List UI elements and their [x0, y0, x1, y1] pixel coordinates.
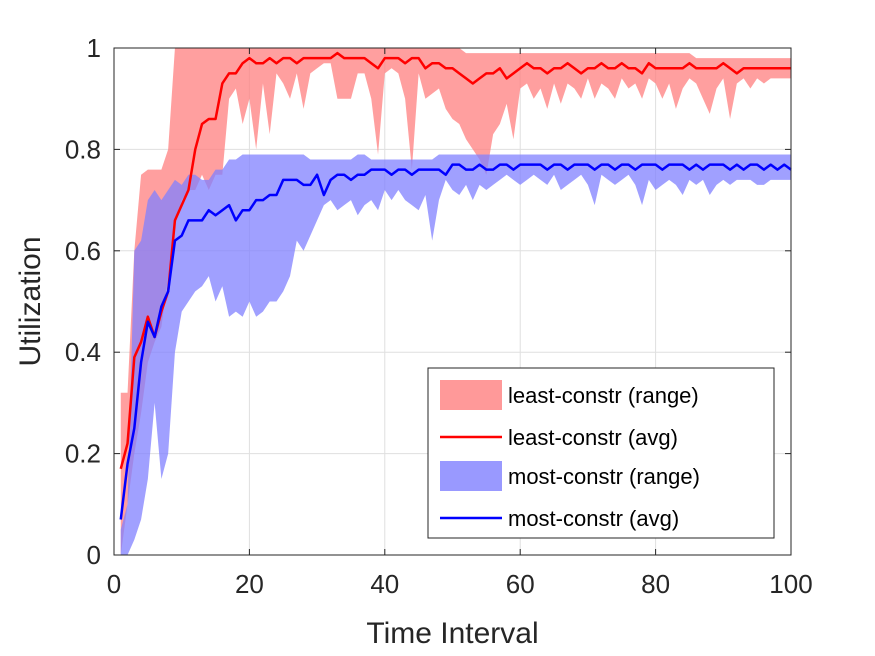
y-tick-label: 0.2 — [65, 439, 101, 469]
y-tick-label: 1 — [87, 33, 101, 63]
plot-frame — [113, 47, 792, 556]
band-least-constr-range — [120, 48, 791, 555]
legend-label-least-range: least-constr (range) — [508, 383, 699, 408]
y-tick-label: 0.8 — [65, 134, 101, 164]
legend-swatch-most-range — [440, 461, 502, 491]
legend: least-constr (range) least-constr (avg) … — [427, 367, 775, 539]
range-bands — [120, 48, 791, 555]
legend-label-most-avg: most-constr (avg) — [508, 506, 679, 531]
x-tick-label: 80 — [641, 569, 670, 599]
x-tick-label: 100 — [769, 569, 812, 599]
line-least-constr-avg — [119, 51, 791, 470]
legend-label-least-avg: least-constr (avg) — [508, 425, 678, 450]
x-axis-title: Time Interval — [366, 617, 538, 650]
legend-swatch-least-range — [440, 380, 502, 410]
x-tick-label: 60 — [506, 569, 535, 599]
y-tick-label: 0 — [87, 540, 101, 570]
y-tick-label: 0.4 — [65, 337, 101, 367]
line-most-constr-avg — [119, 163, 792, 520]
x-tick-label: 40 — [370, 569, 399, 599]
y-tick-label: 0.6 — [65, 236, 101, 266]
x-tick-label: 20 — [235, 569, 264, 599]
axis-ticks: 0 20 40 60 80 100 0 0.2 0.4 0.6 0.8 1 — [65, 33, 813, 599]
y-axis-title: Utilization — [14, 236, 47, 366]
legend-label-most-range: most-constr (range) — [508, 464, 700, 489]
x-tick-label: 0 — [107, 569, 121, 599]
avg-lines — [119, 51, 792, 520]
band-most-constr-range — [120, 154, 791, 555]
